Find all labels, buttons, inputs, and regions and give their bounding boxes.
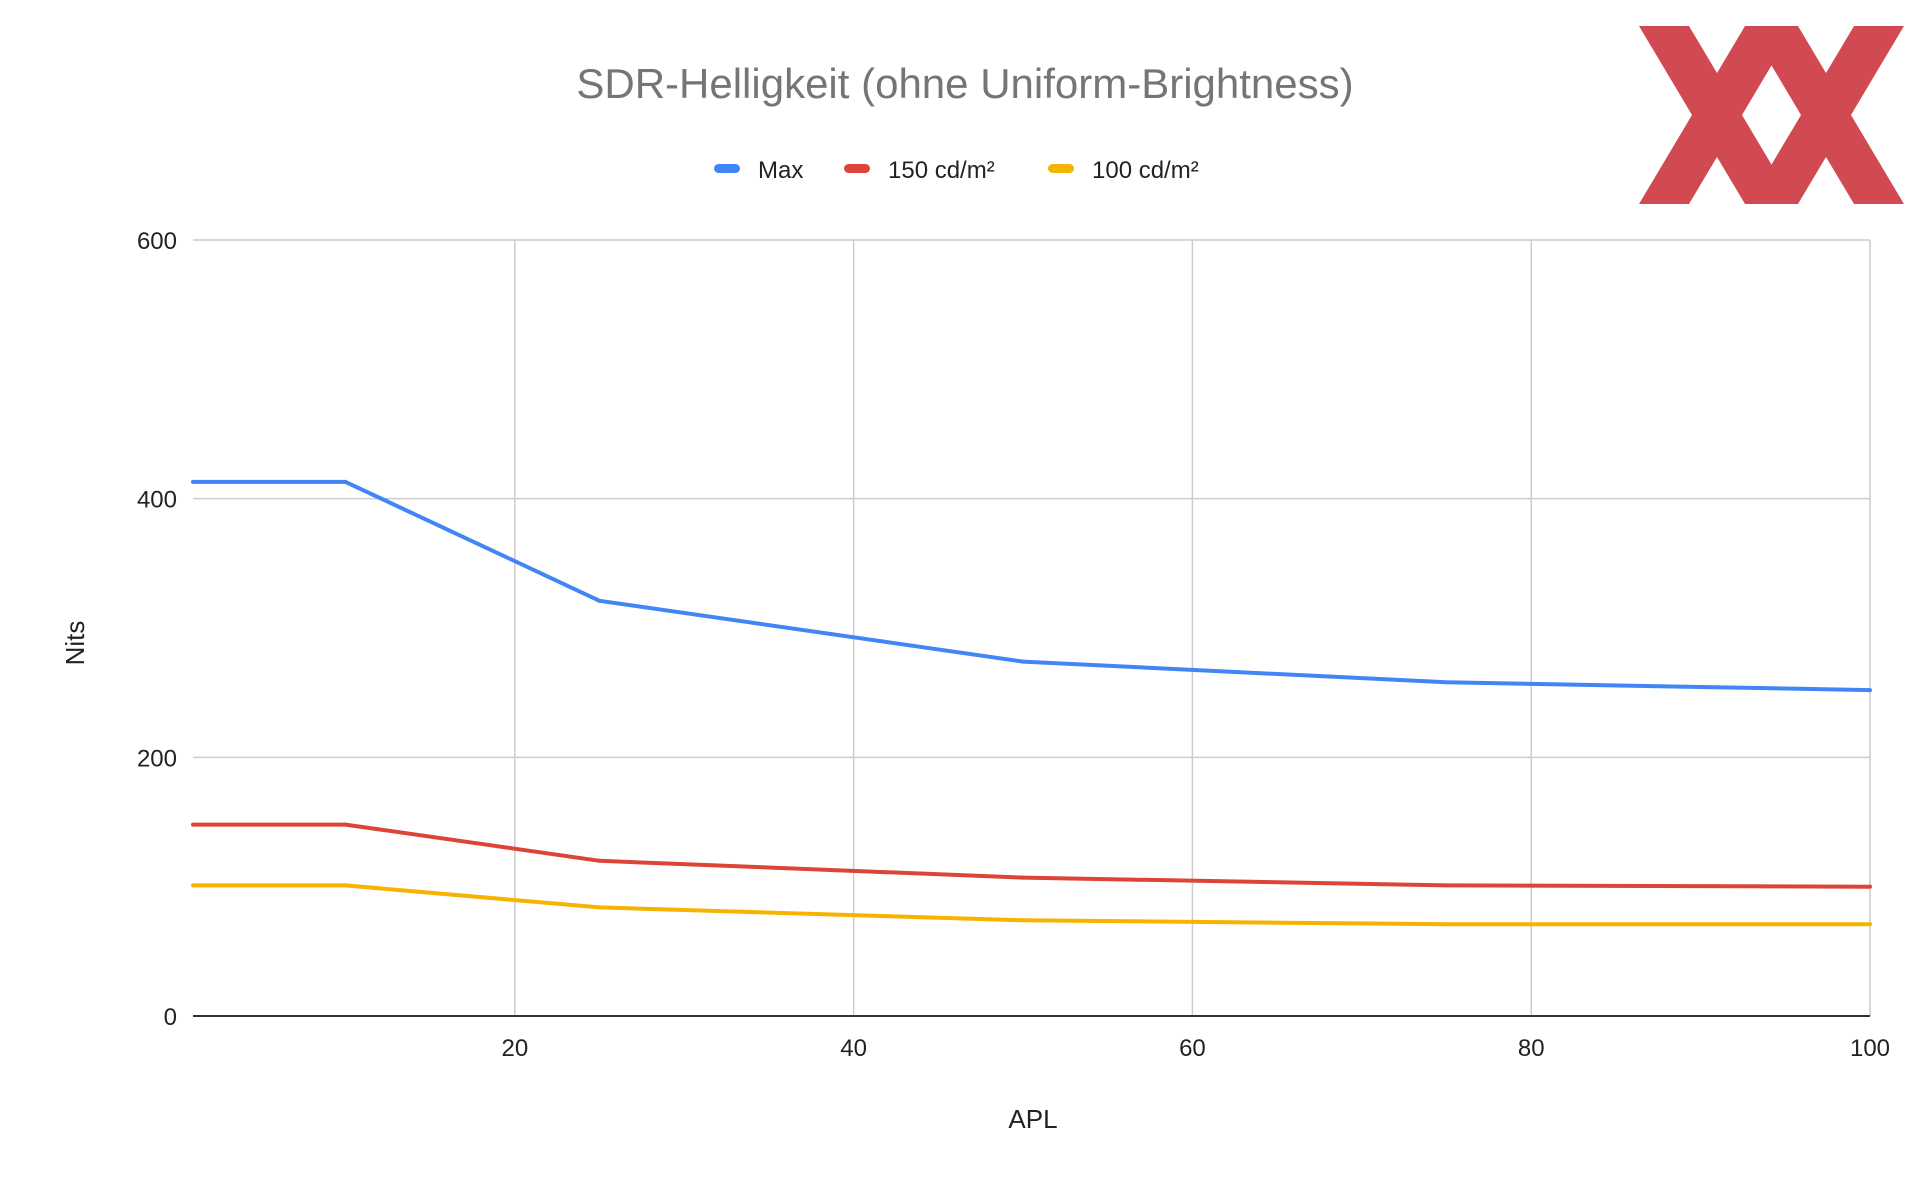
data-point bbox=[1444, 680, 1449, 685]
data-point bbox=[343, 822, 348, 827]
data-point bbox=[1444, 922, 1449, 927]
legend-swatch bbox=[844, 164, 870, 173]
axes: 0 200 400 600 20 40 60 80 100 bbox=[137, 228, 1890, 1062]
series-line-2 bbox=[193, 883, 1870, 927]
legend-label: Max bbox=[758, 157, 803, 184]
logo-stroke bbox=[1639, 26, 1795, 204]
data-point bbox=[1021, 918, 1026, 923]
data-point bbox=[1868, 688, 1872, 693]
y-tick-label: 600 bbox=[137, 228, 177, 255]
x-tick-label: 100 bbox=[1850, 1035, 1890, 1062]
y-tick-label: 0 bbox=[164, 1004, 177, 1031]
data-point bbox=[597, 858, 602, 863]
x-tick-label: 80 bbox=[1518, 1035, 1545, 1062]
data-point bbox=[191, 479, 195, 484]
series-lines bbox=[191, 479, 1872, 927]
x-tick-label: 40 bbox=[840, 1035, 867, 1062]
data-point bbox=[1021, 659, 1026, 664]
legend-label: 150 cd/m² bbox=[888, 157, 995, 184]
data-point bbox=[1021, 875, 1026, 880]
series-line-1 bbox=[193, 822, 1871, 889]
data-point bbox=[1444, 883, 1449, 888]
legend-label: 100 cd/m² bbox=[1092, 157, 1199, 184]
data-point bbox=[597, 598, 602, 603]
y-tick-label: 400 bbox=[137, 487, 177, 514]
legend-swatch bbox=[1048, 164, 1074, 173]
legend: Max 150 cd/m² 100 cd/m² bbox=[714, 157, 1199, 184]
x-tick-label: 20 bbox=[501, 1035, 528, 1062]
logo-stroke bbox=[1748, 26, 1904, 204]
data-point bbox=[343, 883, 348, 888]
chart-title: SDR-Helligkeit (ohne Uniform-Brightness) bbox=[576, 60, 1353, 107]
x-tick-label: 60 bbox=[1179, 1035, 1206, 1062]
x-axis-label: APL bbox=[1008, 1104, 1057, 1134]
series-line-0 bbox=[193, 479, 1871, 693]
legend-swatch bbox=[714, 164, 740, 173]
data-point bbox=[343, 479, 348, 484]
data-point bbox=[1868, 884, 1872, 889]
xx-logo bbox=[1639, 26, 1904, 204]
data-point bbox=[191, 822, 195, 827]
y-tick-label: 200 bbox=[137, 745, 177, 772]
y-axis-label: Nits bbox=[60, 621, 90, 666]
data-point bbox=[597, 905, 602, 910]
data-point bbox=[191, 883, 195, 888]
data-point bbox=[1868, 922, 1872, 927]
